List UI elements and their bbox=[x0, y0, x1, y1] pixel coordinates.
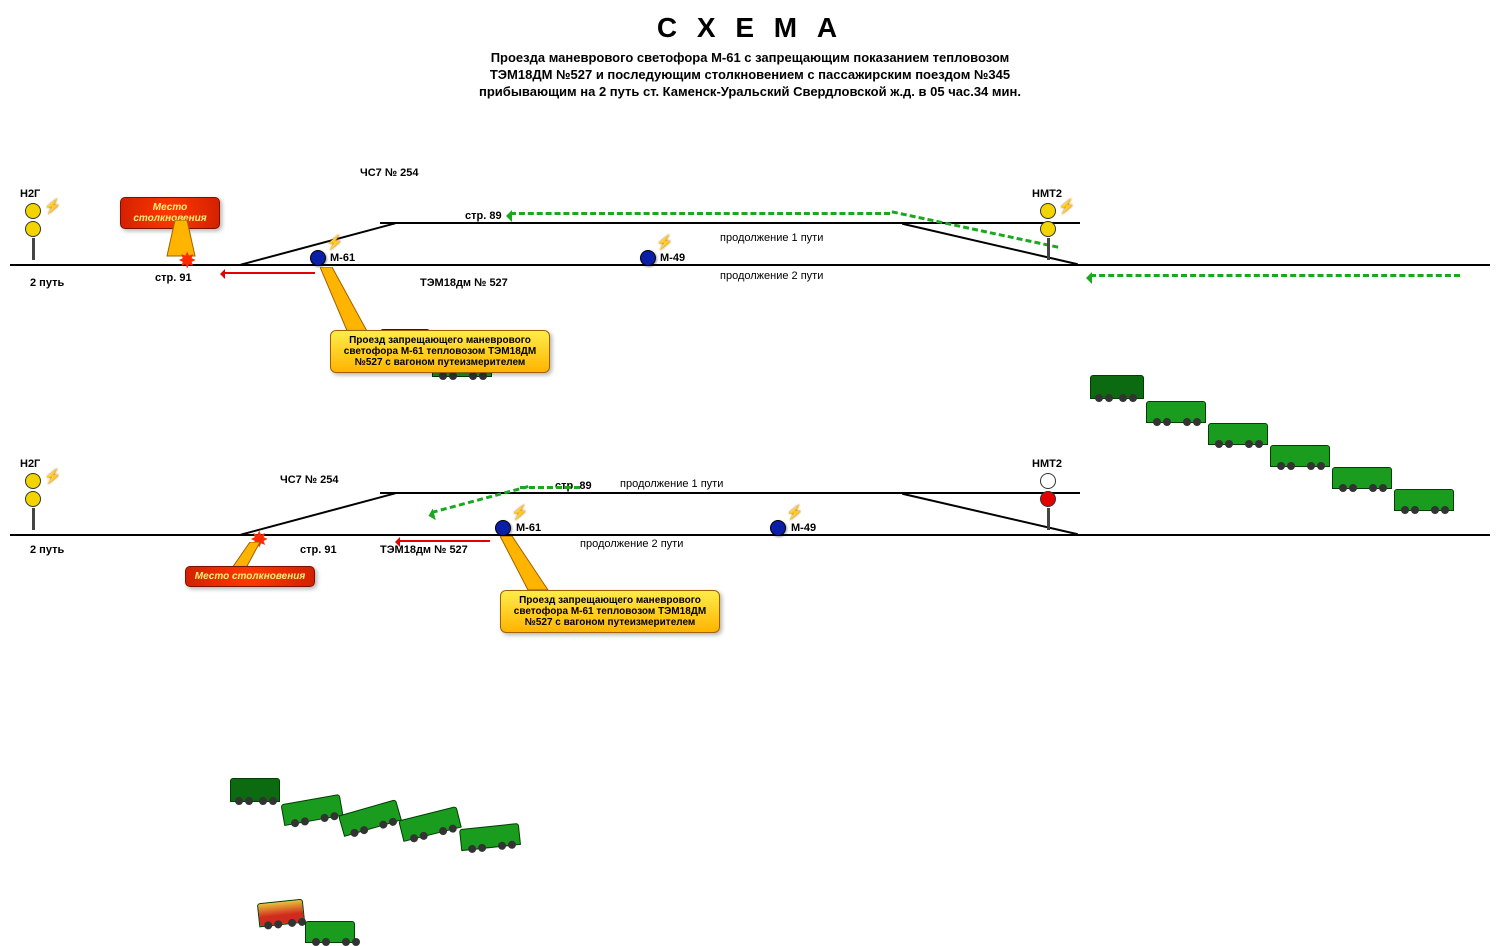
loco-chs7-1 bbox=[1090, 375, 1144, 399]
label-m49-2: М-49 bbox=[791, 522, 816, 534]
green-path-2b bbox=[520, 486, 580, 489]
callout-m61-2: Проезд запрещающего маневрового светофор… bbox=[500, 590, 720, 633]
callout-pointer-1 bbox=[320, 267, 380, 337]
label-n2g-1: Н2Г bbox=[20, 188, 40, 200]
label-cont1-2: продолжение 1 пути bbox=[620, 478, 723, 490]
label-track2-2: 2 путь bbox=[30, 544, 64, 556]
label-chs7-1: ЧС7 № 254 bbox=[360, 167, 419, 179]
pass-car-2a bbox=[281, 794, 344, 826]
spark-icon: ⚡ bbox=[786, 504, 803, 521]
dwarf-signal-m49-1 bbox=[640, 250, 656, 266]
callout-pointer-2 bbox=[500, 536, 560, 594]
green-path-1c bbox=[1090, 274, 1460, 277]
callout-m61-1: Проезд запрещающего маневрового светофор… bbox=[330, 330, 550, 373]
label-str91-2: стр. 91 bbox=[300, 544, 337, 556]
pass-car-1a bbox=[1146, 401, 1206, 423]
loco-tem18-2 bbox=[257, 898, 305, 927]
dwarf-signal-m49-2 bbox=[770, 520, 786, 536]
pass-car-1b bbox=[1208, 423, 1268, 445]
pass-car-1e bbox=[1394, 489, 1454, 511]
subtitle-line-1: Проезда маневрового светофора М-61 с зап… bbox=[0, 50, 1500, 67]
pass-car-1c bbox=[1270, 445, 1330, 467]
label-nmt2-2: НМТ2 bbox=[1032, 458, 1062, 470]
panel2-track2-line bbox=[10, 534, 1490, 536]
label-m49-1: М-49 bbox=[660, 252, 685, 264]
signal-n2g-panel2 bbox=[25, 472, 41, 530]
loco-chs7-2 bbox=[230, 778, 280, 802]
red-arrow-1 bbox=[225, 272, 315, 274]
red-arrow-2 bbox=[400, 540, 490, 542]
green-path-1a bbox=[510, 212, 890, 215]
pass-car-2c bbox=[398, 806, 462, 842]
label-str89-1: стр. 89 bbox=[465, 210, 502, 222]
label-m61-2: М-61 bbox=[516, 522, 541, 534]
dwarf-signal-m61-1 bbox=[310, 250, 326, 266]
label-m61-1: М-61 bbox=[330, 252, 355, 264]
collision-badge-2: Место столкновения bbox=[185, 566, 315, 587]
signal-n2g-panel1 bbox=[25, 202, 41, 260]
page-title: С Х Е М А bbox=[0, 12, 1500, 44]
signal-nmt2-panel1 bbox=[1040, 202, 1056, 260]
pass-car-2d bbox=[459, 823, 521, 851]
dwarf-signal-m61-2 bbox=[495, 520, 511, 536]
label-track2-1: 2 путь bbox=[30, 277, 64, 289]
label-n2g-2: Н2Г bbox=[20, 458, 40, 470]
spark-icon: ⚡ bbox=[656, 234, 673, 251]
spark-icon: ⚡ bbox=[1058, 198, 1075, 215]
green-path-1b bbox=[892, 210, 1059, 248]
pass-car-2b bbox=[338, 799, 402, 837]
explosion-icon-1: ✸ bbox=[178, 248, 196, 274]
label-tem-1: ТЭМ18дм № 527 bbox=[420, 277, 508, 289]
subtitle: Проезда маневрового светофора М-61 с зап… bbox=[0, 50, 1500, 101]
panel2-track1-line bbox=[380, 492, 1080, 494]
spark-icon: ⚡ bbox=[511, 504, 528, 521]
panel1-track2-line bbox=[10, 264, 1490, 266]
label-str91-1: стр. 91 bbox=[155, 272, 192, 284]
signal-nmt2-panel2 bbox=[1040, 472, 1056, 530]
subtitle-line-3: прибывающим на 2 путь ст. Каменск-Уральс… bbox=[0, 84, 1500, 101]
spark-icon: ⚡ bbox=[326, 234, 343, 251]
label-chs7-2: ЧС7 № 254 bbox=[280, 474, 339, 486]
spark-icon: ⚡ bbox=[44, 468, 61, 485]
label-cont2-1: продолжение 2 пути bbox=[720, 270, 823, 282]
label-nmt2-1: НМТ2 bbox=[1032, 188, 1062, 200]
pass-car-1d bbox=[1332, 467, 1392, 489]
label-cont1-1: продолжение 1 пути bbox=[720, 232, 823, 244]
label-cont2-2: продолжение 2 пути bbox=[580, 538, 683, 550]
panel1-track1-line bbox=[380, 222, 1080, 224]
wagon-measure-2 bbox=[305, 921, 355, 943]
spark-icon: ⚡ bbox=[44, 198, 61, 215]
subtitle-line-2: ТЭМ18ДМ №527 и последующим столкновением… bbox=[0, 67, 1500, 84]
